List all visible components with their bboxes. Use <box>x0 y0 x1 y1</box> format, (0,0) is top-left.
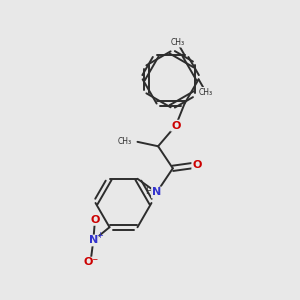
Text: O⁻: O⁻ <box>83 257 99 267</box>
Text: CH₃: CH₃ <box>199 88 213 97</box>
Text: CH₃: CH₃ <box>118 137 132 146</box>
Text: N: N <box>89 236 98 245</box>
Text: CH₃: CH₃ <box>170 38 184 47</box>
Text: N: N <box>152 188 161 197</box>
Text: O: O <box>171 121 181 130</box>
Text: +: + <box>96 231 103 240</box>
Text: O: O <box>90 215 100 225</box>
Text: H: H <box>145 187 152 196</box>
Text: O: O <box>192 160 202 170</box>
